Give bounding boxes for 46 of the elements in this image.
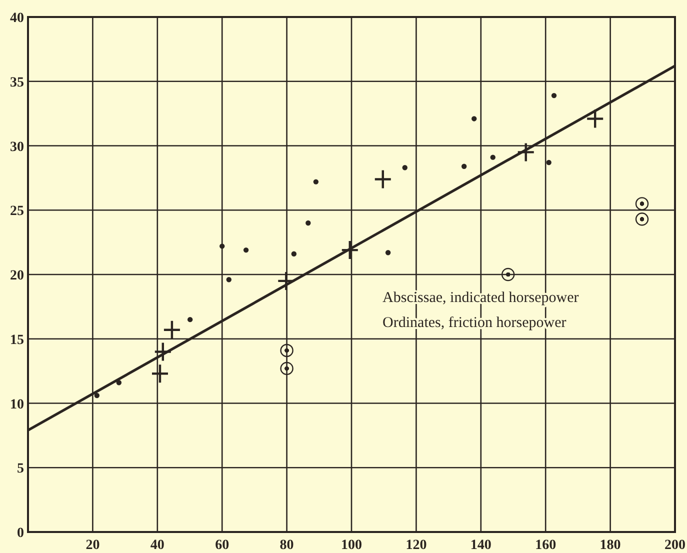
point: [313, 179, 319, 184]
point: [635, 212, 649, 226]
point: [385, 250, 391, 256]
point: [150, 364, 170, 384]
point: [461, 164, 467, 169]
x-tick-label: 160: [535, 538, 556, 553]
x-tick-label: 80: [280, 538, 294, 553]
point: [154, 342, 172, 362]
point: [501, 268, 515, 282]
y-tick-label: 35: [10, 75, 24, 90]
point: [306, 220, 311, 226]
point: [374, 169, 392, 190]
point: [220, 244, 225, 249]
point: [402, 165, 408, 170]
x-tick-label: 200: [664, 538, 686, 553]
x-tick-label: 100: [341, 538, 362, 553]
point: [280, 344, 294, 358]
x-tick-label: 40: [150, 538, 164, 553]
y-tick-label: 15: [10, 332, 24, 348]
y-tick-label: 30: [10, 140, 24, 155]
point: [94, 392, 100, 398]
y-tick-label: 20: [10, 268, 24, 284]
x-tick-label: 120: [406, 538, 427, 553]
point: [187, 316, 193, 322]
y-tick-label: 0: [17, 526, 24, 541]
point: [226, 277, 232, 282]
point: [472, 116, 477, 122]
y-tick-label: 10: [10, 397, 24, 412]
x-tick-label: 140: [470, 538, 492, 553]
point: [280, 362, 294, 376]
point: [243, 247, 249, 253]
point: [340, 240, 359, 260]
x-tick-label: 60: [215, 538, 230, 553]
point: [551, 92, 557, 98]
y-tick-label: 40: [10, 11, 24, 26]
x-tick-label: 20: [86, 538, 100, 553]
point: [516, 142, 535, 162]
point: [162, 320, 182, 340]
x-tick-label: 180: [600, 538, 621, 553]
point: [490, 154, 496, 160]
y-tick-label: 5: [17, 462, 24, 477]
point: [291, 251, 297, 256]
point: [546, 160, 552, 166]
point: [635, 197, 649, 210]
y-tick-label: 25: [10, 204, 24, 220]
point: [586, 108, 604, 129]
